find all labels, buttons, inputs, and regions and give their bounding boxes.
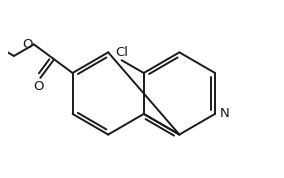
Text: O: O [34, 80, 44, 93]
Text: Cl: Cl [115, 46, 128, 59]
Text: N: N [219, 107, 229, 121]
Text: O: O [22, 38, 33, 51]
